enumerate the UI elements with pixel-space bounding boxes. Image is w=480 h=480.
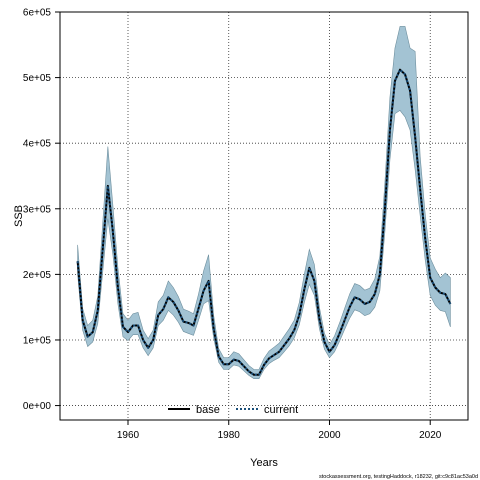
legend-base-label: base: [196, 404, 220, 416]
x-tick-label: 1960: [117, 430, 140, 441]
y-tick-label: 1e+05: [23, 335, 52, 346]
plot-frame: [59, 11, 469, 421]
y-tick-label: 2e+05: [23, 270, 52, 281]
x-axis-label: Years: [250, 457, 278, 469]
series-line-current: [76, 68, 452, 376]
y-axis-label: SSB: [13, 205, 25, 227]
y-tick-label: 5e+05: [23, 73, 52, 84]
series-layer: [76, 68, 452, 376]
legend: base current: [168, 404, 298, 416]
confidence-band-layer: [77, 26, 451, 379]
footnote: stockassessment.org, testingHaddock, r18…: [319, 474, 478, 480]
x-tick-label: 1980: [218, 430, 241, 441]
x-tick-label: 2000: [318, 430, 341, 441]
y-tick-label: 4e+05: [23, 139, 52, 150]
confidence-band: [77, 26, 451, 379]
y-tick-label: 3e+05: [23, 204, 52, 215]
x-tick-label: 2020: [419, 430, 442, 441]
legend-current-label: current: [264, 404, 298, 416]
y-tick-label: 6e+05: [23, 8, 52, 19]
y-tick-label: 0e+00: [23, 401, 52, 412]
axes: 1960 1980 2000 2020 0e+00 1e+05 2e+05 3e+05 4e+0…: [23, 8, 442, 442]
grid-lines: [60, 11, 468, 420]
